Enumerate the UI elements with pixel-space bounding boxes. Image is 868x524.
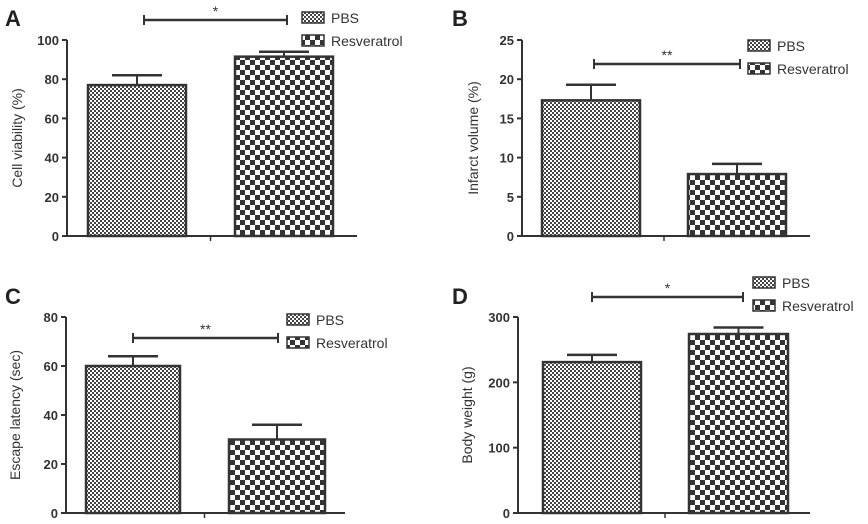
y-tick-label: 20 (500, 72, 514, 87)
panel-label: D (452, 284, 468, 309)
legend-swatch (747, 39, 771, 52)
y-tick-label: 80 (45, 72, 59, 87)
panel-label: C (5, 284, 21, 309)
y-axis-label: Escape latency (sec) (7, 350, 23, 480)
y-tick-label: 20 (45, 190, 59, 205)
bar-pbs (84, 364, 182, 515)
significance-marker: * (213, 3, 219, 19)
y-axis-label: Body weight (g) (459, 366, 475, 463)
bar-pbs (540, 99, 642, 238)
panel-c: C 0 20 40 60 80 Escape latency (sec) ** PBS Resve… (5, 284, 388, 521)
legend-label: PBS (782, 275, 810, 291)
legend-label: PBS (316, 312, 344, 328)
legend-swatch (301, 11, 325, 24)
legend-swatch (752, 276, 776, 289)
legend-swatch (747, 62, 771, 75)
bar-pbs (541, 360, 643, 515)
legend-swatch (286, 336, 310, 349)
bar-resveratrol (686, 172, 788, 238)
y-tick-label: 0 (503, 506, 510, 521)
significance-marker: * (665, 280, 671, 296)
panel-d: D 0 100 200 300 Body weight (g) * PBS Resveratro… (452, 275, 854, 521)
y-tick-label: 5 (507, 190, 514, 205)
legend-label: PBS (331, 10, 359, 26)
bar-resveratrol (227, 438, 327, 515)
y-tick-label: 60 (45, 111, 59, 126)
bar-resveratrol (687, 332, 790, 515)
y-tick-label: 100 (37, 33, 59, 48)
legend-swatch (301, 34, 325, 47)
panel-label: B (452, 6, 468, 31)
legend-swatch (752, 299, 776, 312)
y-tick-label: 0 (51, 506, 58, 521)
y-tick-label: 40 (44, 408, 58, 423)
y-tick-label: 80 (44, 310, 58, 325)
panel-label: A (5, 6, 21, 31)
legend-label: Resveratrol (782, 298, 854, 314)
legend-label: Resveratrol (777, 61, 849, 77)
y-tick-label: 200 (488, 375, 510, 390)
y-tick-label: 10 (500, 151, 514, 166)
y-tick-label: 0 (507, 229, 514, 244)
bar-pbs (86, 83, 188, 238)
y-tick-label: 100 (488, 441, 510, 456)
y-tick-label: 15 (500, 111, 514, 126)
significance-marker: ** (662, 47, 673, 63)
y-tick-label: 60 (44, 359, 58, 374)
bar-resveratrol (233, 55, 335, 238)
y-tick-label: 20 (44, 457, 58, 472)
legend-label: Resveratrol (316, 335, 388, 351)
legend-swatch (286, 313, 310, 326)
panel-a: A 0 20 40 60 80 100 Cell viability (%) * PBS Resve… (5, 3, 403, 244)
panel-b: B 0 5 10 15 20 25 Infarct volume (%) ** PBS Resver… (452, 6, 849, 244)
y-tick-label: 25 (500, 33, 514, 48)
legend-label: Resveratrol (331, 33, 403, 49)
y-tick-label: 40 (45, 151, 59, 166)
significance-marker: ** (200, 321, 211, 337)
y-axis-label: Cell viability (%) (9, 88, 25, 188)
y-tick-label: 300 (488, 310, 510, 325)
y-tick-label: 0 (52, 229, 59, 244)
y-axis-label: Infarct volume (%) (465, 81, 481, 195)
legend-label: PBS (777, 38, 805, 54)
